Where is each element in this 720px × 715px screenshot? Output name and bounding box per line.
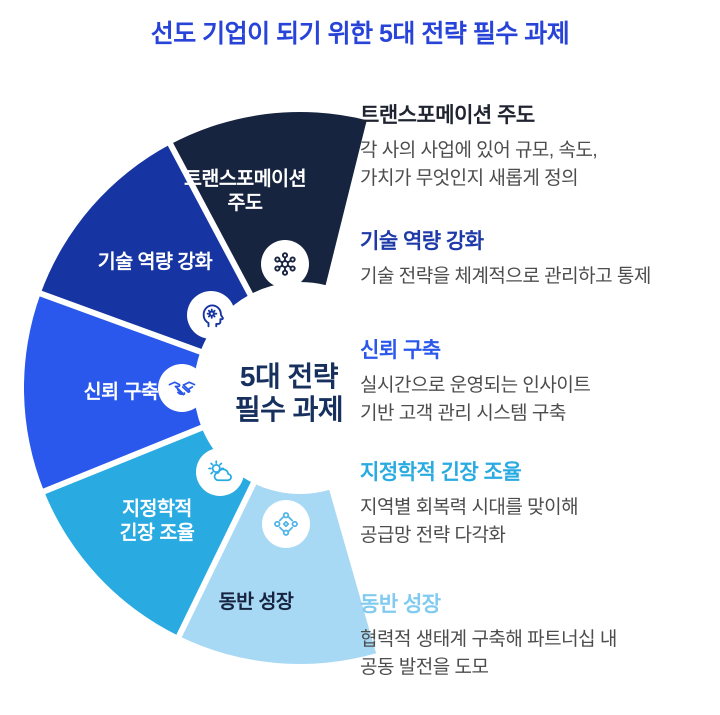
donut-segment-1 [170, 112, 367, 295]
head-gear-icon [187, 291, 235, 339]
segment-divider-line [39, 423, 207, 496]
donut-center-title: 5대 전략 필수 과제 [234, 361, 344, 425]
detail-body: 협력적 생태계 구축해 파트너십 내 공동 발전을 도모 [360, 629, 617, 678]
wedge-label-trust: 신뢰 구축 [83, 381, 159, 403]
segment-divider-line [35, 289, 206, 356]
handshake-icon [158, 364, 206, 412]
page-title: 선도 기업이 되기 위한 5대 전략 필수 과제 [150, 20, 570, 48]
collaboration-icon [262, 500, 310, 548]
wedge-label-growth: 동반 성장 [218, 591, 294, 613]
detail-item-transformation: 트랜스포메이션 주도 각 사의 사업에 있어 규모, 속도, 가치가 무엇인지 … [360, 103, 705, 193]
segment-divider-line [174, 478, 258, 641]
donut-segment-3 [23, 293, 202, 492]
detail-body: 지역별 회복력 시대를 맞이해 공급망 전략 다각화 [360, 497, 579, 546]
detail-heading: 지정학적 긴장 조율 [360, 461, 522, 484]
detail-item-trust: 신뢰 구축 실시간으로 운영되는 인사이트 기반 고객 관리 시스템 구축 [360, 338, 705, 428]
wedge-label-technology: 기술 역량 강화 [97, 251, 213, 273]
segment-divider-line [165, 139, 255, 300]
detail-item-geopolitics: 지정학적 긴장 조율 지역별 회복력 시대를 맞이해 공급망 전략 다각화 [360, 460, 705, 550]
network-hub-icon [261, 240, 309, 288]
detail-heading: 기술 역량 강화 [360, 230, 484, 253]
wedge-label-transformation: 트랜스포메이션 주도 [183, 168, 307, 214]
detail-body: 실시간으로 운영되는 인사이트 기반 고객 관리 시스템 구축 [360, 375, 591, 424]
donut-segment-5 [179, 483, 377, 665]
detail-body: 각 사의 사업에 있어 규모, 속도, 가치가 무엇인지 새롭게 정의 [360, 140, 598, 189]
detail-heading: 트랜스포메이션 주도 [360, 104, 535, 127]
detail-heading: 신뢰 구축 [360, 339, 441, 362]
wedge-label-geopolitics: 지정학적 긴장 조율 [119, 498, 195, 544]
detail-item-growth: 동반 성장 협력적 생태계 구축해 파트너십 내 공동 발전을 도모 [360, 592, 705, 682]
detail-body: 기술 전략을 체계적으로 관리하고 통제 [360, 266, 651, 287]
detail-item-technology: 기술 역량 강화 기술 전략을 체계적으로 관리하고 통제 [360, 229, 705, 291]
sun-cloud-icon [196, 448, 244, 496]
detail-heading: 동반 성장 [360, 593, 441, 616]
